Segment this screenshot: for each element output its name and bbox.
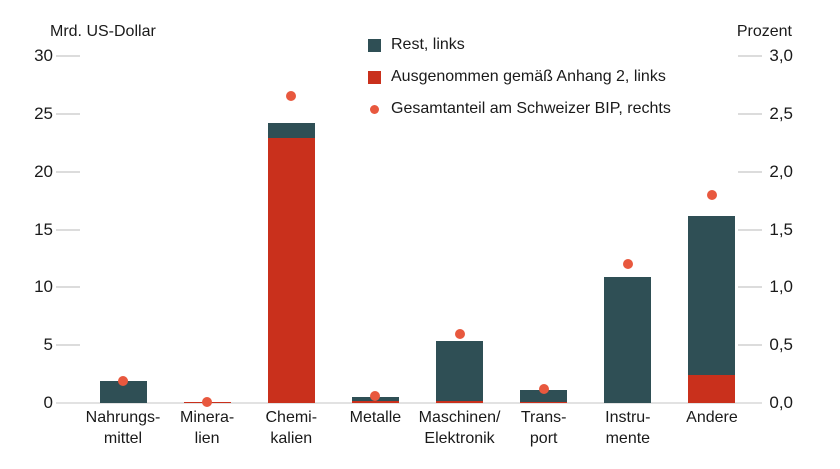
zero-baseline	[56, 402, 762, 404]
category-label: Chemi- kalien	[265, 409, 318, 447]
category-label: Trans- port	[520, 409, 567, 447]
legend-dot-gdp-share-icon	[370, 104, 379, 114]
left-axis-tick-label: 20	[34, 161, 53, 181]
right-axis-tick-label: 2,0	[769, 161, 793, 181]
gdp-share-dot	[706, 189, 717, 200]
right-axis-tick-label: 1,0	[769, 277, 793, 297]
left-axis-tick-label: 30	[34, 46, 53, 65]
right-axis-tick-label: 1,5	[769, 219, 793, 239]
left-axis-tick-label: 0	[43, 393, 53, 412]
bar-segment-exempt	[351, 401, 399, 403]
category-label: Instru- mente	[605, 409, 651, 447]
category-label: Minera- lien	[180, 409, 235, 447]
gdp-share-dot	[202, 396, 213, 407]
legend-label-gdp-share: Gesamtanteil am Schweizer BIP, rechts	[391, 100, 671, 117]
bar-segment-exempt	[688, 375, 736, 403]
bar-segment-rest	[267, 123, 315, 139]
category-label: Maschinen/ Elektronik	[418, 409, 501, 447]
left-axis-tick-label: 25	[34, 103, 53, 123]
gdp-share-dot	[622, 259, 633, 270]
left-axis-tick-label: 5	[43, 335, 53, 355]
left-axis-tick-mark	[56, 286, 80, 289]
bar-segment-rest	[99, 381, 147, 403]
right-axis-title: Prozent	[736, 23, 792, 40]
legend-label-rest: Rest, links	[391, 36, 465, 53]
bar-segment-exempt	[436, 400, 484, 403]
gdp-share-dot	[286, 91, 297, 102]
right-axis-tick-label: 3,0	[769, 46, 793, 65]
gdp-share-dot	[370, 391, 381, 402]
gdp-share-dot	[538, 384, 549, 395]
legend: Rest, links Ausgenommen gemäß Anhang 2, …	[368, 29, 671, 125]
right-axis-tick-mark	[738, 55, 762, 57]
right-axis-tick-mark	[738, 286, 762, 289]
gdp-share-dot	[454, 328, 465, 339]
legend-swatch-rest-icon	[368, 38, 381, 52]
category-label: Metalle	[349, 409, 402, 426]
legend-label-exempt: Ausgenommen gemäß Anhang 2, links	[391, 68, 666, 85]
right-axis-tick-mark	[738, 228, 762, 231]
category-label: Nahrungs- mittel	[85, 409, 161, 447]
left-axis-tick-mark	[56, 228, 80, 231]
left-axis-tick-mark	[56, 344, 80, 347]
right-axis-tick-mark	[738, 344, 762, 347]
gdp-share-dot	[118, 376, 128, 387]
bar-segment-exempt	[267, 138, 315, 403]
legend-item-gdp-share: Gesamtanteil am Schweizer BIP, rechts	[368, 93, 671, 125]
right-axis-tick-label: 0,0	[769, 393, 793, 412]
legend-item-rest: Rest, links	[368, 29, 671, 61]
bar-segment-rest	[436, 340, 484, 401]
left-axis-title: Mrd. US-Dollar	[50, 23, 156, 40]
bar-segment-rest	[520, 390, 568, 402]
right-axis-tick-mark	[738, 170, 762, 173]
legend-item-exempt: Ausgenommen gemäß Anhang 2, links	[368, 61, 671, 93]
bar-segment-exempt	[520, 401, 568, 403]
bar-segment-rest	[604, 276, 652, 403]
legend-swatch-exempt-icon	[368, 70, 381, 84]
category-label: Andere	[686, 409, 738, 426]
left-axis-tick-label: 15	[34, 219, 53, 239]
left-axis-tick-mark	[56, 55, 80, 57]
bar-segment-rest	[688, 215, 736, 376]
right-axis-tick-label: 0,5	[769, 335, 793, 355]
right-axis-tick-label: 2,5	[769, 103, 793, 123]
right-axis-tick-mark	[738, 112, 762, 115]
left-axis-tick-mark	[56, 170, 80, 173]
left-axis-tick-label: 10	[34, 277, 53, 297]
left-axis-tick-mark	[56, 112, 80, 115]
